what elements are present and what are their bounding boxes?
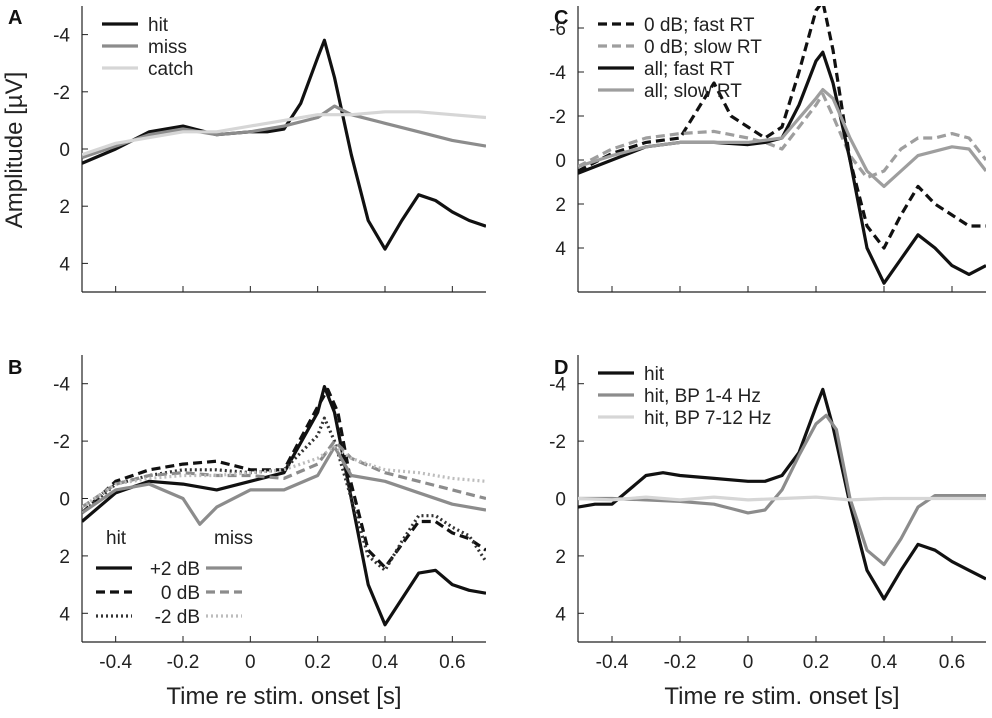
- legend-label: hit: [148, 15, 169, 36]
- series-line-miss-2-db: [82, 445, 486, 526]
- y-tick-label: 2: [59, 547, 70, 568]
- series-line-hit-bp-7-12-hz: [578, 495, 986, 502]
- x-tick-label: 0.4: [372, 652, 399, 673]
- y-tick-label: 4: [59, 604, 70, 625]
- x-tick-label: 0.2: [803, 652, 829, 673]
- y-tick-label: -2: [549, 107, 566, 128]
- x-tick-label: -0.2: [664, 652, 697, 673]
- legend-label: catch: [148, 59, 193, 80]
- x-tick-label: -0.2: [167, 652, 200, 673]
- series-line-miss-2-db: [82, 445, 486, 509]
- series-line-all-fast-rt: [578, 50, 986, 285]
- y-tick-label: 0: [555, 490, 566, 511]
- y-tick-label: -4: [53, 26, 70, 47]
- series-line-hit-0-db: [82, 387, 486, 570]
- y-tick-label: 4: [555, 239, 566, 260]
- legend-label: miss: [148, 37, 187, 58]
- x-axis-label: Time re stim. onset [s]: [664, 683, 899, 710]
- y-tick-label: -4: [549, 375, 566, 396]
- y-tick-label: 4: [59, 254, 70, 275]
- legend-label: all; slow RT: [644, 81, 742, 102]
- legend-header-hit: hit: [106, 528, 127, 549]
- legend-label: hit: [644, 364, 665, 385]
- legend: hit miss +2 dB 0 dB -2 dB: [96, 528, 253, 628]
- series-line-hit-2-db: [82, 385, 486, 627]
- x-axis-label: Time re stim. onset [s]: [166, 683, 401, 710]
- series-line-0-db-fast-rt: [578, 6, 986, 250]
- y-tick-label: -4: [53, 375, 70, 396]
- legend-label: 0 dB; fast RT: [644, 15, 755, 36]
- legend-label: 0 dB: [161, 583, 200, 604]
- panel-b: B -4 -2 0 2 4 -0.4 -0.2 0 0.2 0.4 0.6 Time re stim. …: [8, 355, 486, 710]
- y-tick-label: -2: [53, 432, 70, 453]
- series-line-hit-2-db: [82, 416, 486, 572]
- y-tick-label: -4: [549, 63, 566, 84]
- panel-letter-b: B: [8, 357, 22, 379]
- y-axis-label: Amplitude [µV]: [1, 72, 28, 229]
- series-line-all-slow-rt: [578, 87, 986, 188]
- y-tick-label: 0: [59, 490, 70, 511]
- y-tick-label: 2: [59, 197, 70, 218]
- panel-letter-a: A: [8, 7, 22, 29]
- panel-d: D-4 -2 0 2 4 -0.4 -0.2 0 0.2 0.4 0.6 Time re stim. …: [549, 355, 986, 710]
- y-tick-label: -2: [549, 432, 566, 453]
- legend-label: -2 dB: [155, 607, 200, 628]
- y-tick-label: 0: [555, 151, 566, 172]
- y-tick-label: 0: [59, 140, 70, 161]
- series-line-miss: [82, 104, 486, 160]
- x-tick-label: 0.6: [939, 652, 965, 673]
- y-tick-label: 2: [555, 195, 566, 216]
- legend-label: 0 dB; slow RT: [644, 37, 762, 58]
- y-tick-label: 4: [555, 604, 566, 625]
- series-line-catch: [82, 110, 486, 157]
- x-tick-label: 0.6: [439, 652, 465, 673]
- y-tick-label: -6: [549, 19, 566, 40]
- x-tick-label: 0.2: [304, 652, 330, 673]
- series-line-hit: [82, 38, 486, 251]
- x-tick-label: -0.4: [99, 652, 132, 673]
- x-tick-label: -0.4: [596, 652, 629, 673]
- y-tick-label: -2: [53, 83, 70, 104]
- panel-letter-c: C: [554, 7, 568, 29]
- panel-letter-d: D: [554, 357, 568, 379]
- series-line-hit: [578, 387, 986, 601]
- x-tick-label: 0: [743, 652, 754, 673]
- x-tick-label: 0.4: [871, 652, 898, 673]
- series-line-0-db-slow-rt: [578, 92, 986, 180]
- y-tick-label: 2: [555, 547, 566, 568]
- x-tick-label: 0: [245, 652, 256, 673]
- series-line-hit-bp-1-4-hz: [578, 413, 986, 567]
- legend-header-miss: miss: [214, 528, 253, 549]
- legend-label: +2 dB: [150, 559, 200, 580]
- legend-label: hit, BP 1-4 Hz: [644, 386, 761, 407]
- legend-label: hit, BP 7-12 Hz: [644, 408, 771, 429]
- legend-label: all; fast RT: [644, 59, 735, 80]
- series-line-miss-0-db: [82, 439, 486, 509]
